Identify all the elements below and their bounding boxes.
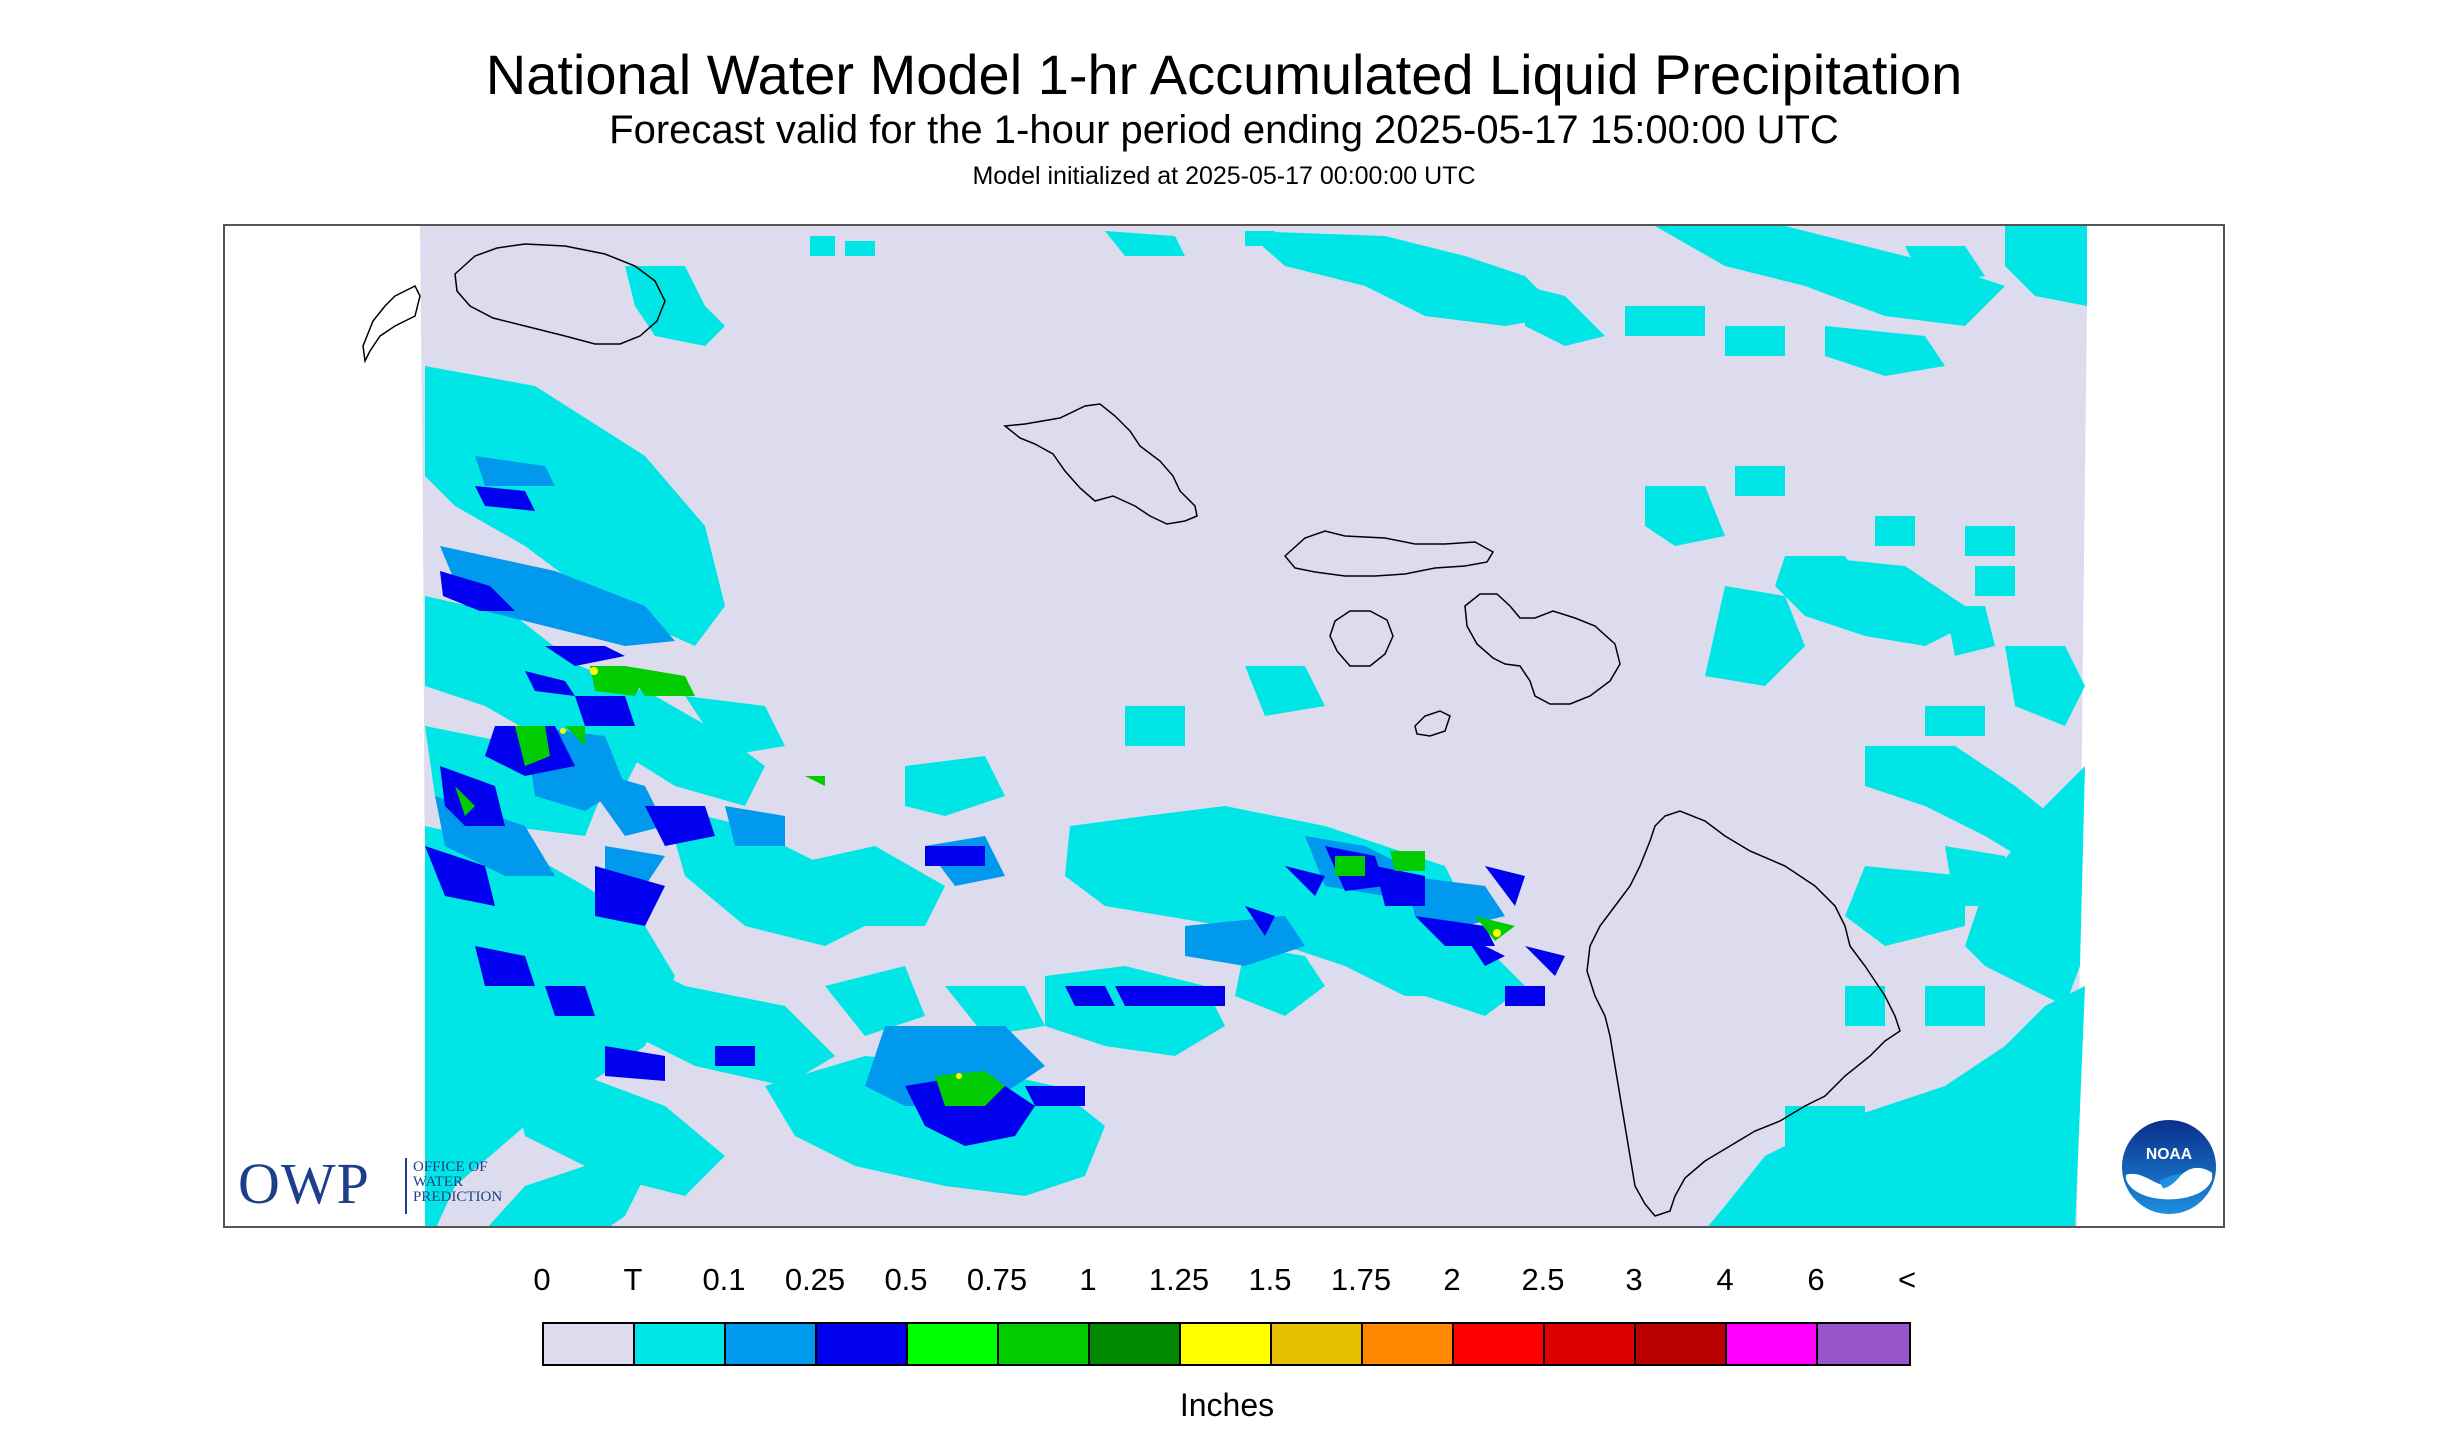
- legend-tick-label: 0.75: [966, 1262, 1028, 1297]
- legend-swatch: [1818, 1324, 1909, 1364]
- owp-logo-subtext: OFFICE OF WATER PREDICTION: [413, 1160, 553, 1205]
- precip-trace-cells: [425, 226, 2087, 1226]
- precip-moderate-cells: [425, 486, 1565, 1146]
- precipitation-map: [362, 226, 2087, 1226]
- owp-logo-line1: OFFICE OF: [413, 1159, 488, 1175]
- legend-tick-label: 0.25: [784, 1262, 846, 1297]
- legend-colorbar: [542, 1322, 1911, 1366]
- legend-swatch: [1272, 1324, 1363, 1364]
- legend-swatch: [1636, 1324, 1727, 1364]
- legend-tick-label: 2.5: [1521, 1262, 1565, 1297]
- molokai-coast: [1283, 530, 1495, 577]
- noaa-logo-text: NOAA: [2146, 1146, 2192, 1163]
- legend-swatch: [1727, 1324, 1818, 1364]
- owp-logo-divider: [405, 1158, 407, 1214]
- lanai-coast: [1329, 610, 1394, 667]
- legend-swatch: [817, 1324, 908, 1364]
- maui-coast: [1464, 593, 1621, 705]
- precip-heavy-cells: [455, 666, 1515, 1106]
- precip-yellow-cells: [560, 667, 1501, 1079]
- legend-tick-label: 6: [1807, 1262, 1825, 1297]
- niihau-coast: [362, 284, 421, 364]
- legend-swatch: [999, 1324, 1090, 1364]
- legend-swatch: [1454, 1324, 1545, 1364]
- noaa-logo: NOAA: [2121, 1119, 2217, 1215]
- oahu-coast: [1003, 403, 1198, 525]
- owp-logo-letters: OWP: [238, 1151, 370, 1216]
- coastlines: [362, 243, 1901, 1217]
- legend-tick-label: 1.25: [1148, 1262, 1210, 1297]
- map-panel: [223, 224, 2225, 1228]
- kauai-coast: [454, 243, 666, 345]
- legend-swatch: [726, 1324, 817, 1364]
- legend-tick-label: 2: [1443, 1262, 1461, 1297]
- legend-tick-label: 1.75: [1330, 1262, 1392, 1297]
- kahoolawe-coast: [1414, 710, 1451, 737]
- legend-tick-label: 1: [1079, 1262, 1097, 1297]
- owp-logo-line3: PREDICTION: [413, 1189, 503, 1205]
- chart-title: National Water Model 1-hr Accumulated Li…: [485, 43, 1963, 106]
- forecast-valid-subtitle: Forecast valid for the 1-hour period end…: [609, 108, 1839, 152]
- model-init-text: Model initialized at 2025-05-17 00:00:00…: [972, 162, 1476, 190]
- legend-tick-label: 0.1: [702, 1262, 746, 1297]
- legend-swatch: [1181, 1324, 1272, 1364]
- model-domain: [420, 226, 2087, 1226]
- legend-labels: 0 T 0.1 0.25 0.5 0.75 1 1.25 1.5 1.75 2 2.5 3 4 6 <: [533, 1262, 1916, 1302]
- legend-tick-label: <: [1897, 1262, 1917, 1297]
- legend-tick-label: 3: [1625, 1262, 1643, 1297]
- legend-tick-label: 0.5: [884, 1262, 928, 1297]
- legend-tick-label: 1.5: [1248, 1262, 1292, 1297]
- owp-logo-line2: WATER: [413, 1174, 463, 1190]
- legend-swatch: [908, 1324, 999, 1364]
- hawaii-coast: [1586, 810, 1901, 1217]
- legend-tick-label: 4: [1716, 1262, 1734, 1297]
- legend-tick-label: T: [623, 1262, 643, 1297]
- legend-unit-label: Inches: [1179, 1387, 1275, 1423]
- legend-swatch: [1363, 1324, 1454, 1364]
- legend-swatch: [544, 1324, 635, 1364]
- legend-swatch: [1545, 1324, 1636, 1364]
- legend-swatch: [635, 1324, 726, 1364]
- legend-tick-label: 0: [533, 1262, 551, 1297]
- legend-swatch: [1090, 1324, 1181, 1364]
